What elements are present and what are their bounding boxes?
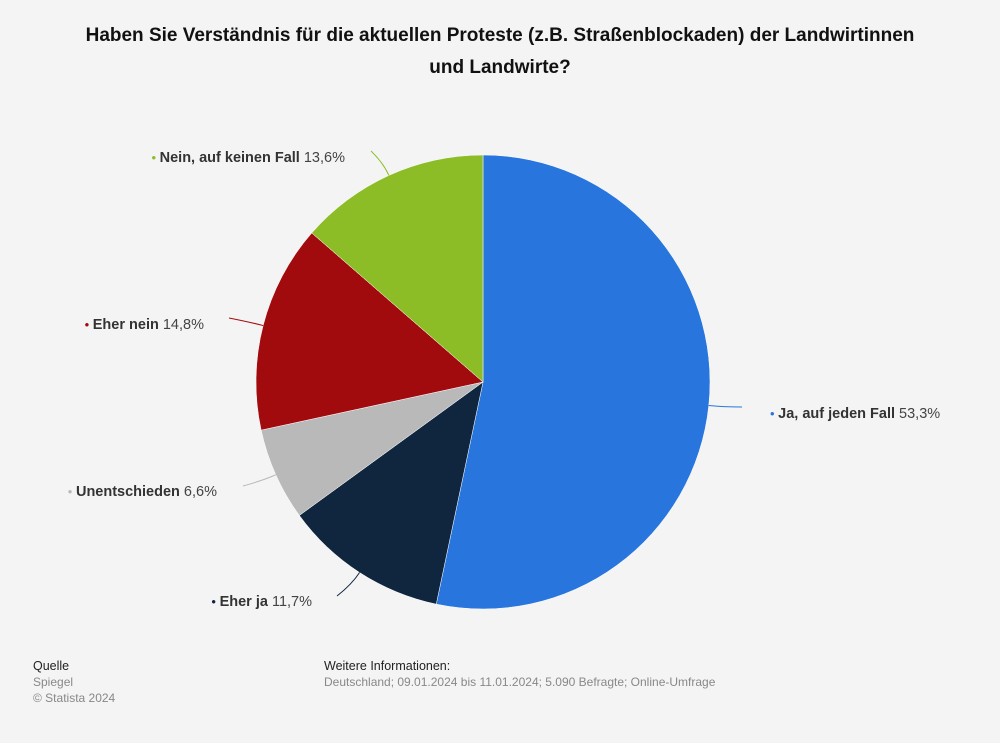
slice-label-name: Nein, auf keinen Fall [160,150,300,166]
legend-bullet-icon: • [770,406,778,421]
chart-title: Haben Sie Verständnis für die aktuellen … [85,25,915,78]
slice-label-name: Ja, auf jeden Fall [778,406,895,422]
slice-label-name: Eher ja [220,594,269,610]
connector-ja-auf-jeden-fall [708,404,743,408]
slice-label-value: 13,6% [300,150,345,166]
legend-bullet-icon: • [85,317,93,332]
source-name[interactable]: Spiegel [33,675,74,689]
slice-label-eher-nein: • Eher nein 14,8% [85,317,204,333]
slice-label-unentschieden: • Unentschieden 6,6% [68,484,217,500]
slice-labels: • Ja, auf jeden Fall 53,3%• Eher ja 11,7… [68,150,940,610]
label-connectors [228,150,743,597]
legend-bullet-icon: • [68,484,76,499]
pie-slice-nein-auf-keinen-fall[interactable] [311,154,484,383]
pie-slice-eher-nein[interactable] [255,232,484,431]
pie-slice-ja-auf-jeden-fall[interactable] [435,154,711,610]
slice-label-value: 14,8% [159,317,204,333]
slice-label-eher-ja: • Eher ja 11,7% [211,594,312,610]
slice-label-name: Eher nein [93,317,159,333]
info-text: Deutschland; 09.01.2024 bis 11.01.2024; … [324,675,716,689]
slice-label-nein-auf-keinen-fall: • Nein, auf keinen Fall 13,6% [151,150,345,166]
pie-slices [255,154,711,610]
info-block: Weitere Informationen: Deutschland; 09.0… [324,658,715,690]
copyright[interactable]: © Statista 2024 [33,691,116,705]
source-heading: Quelle [33,659,70,673]
slice-label-name: Unentschieden [76,484,180,500]
legend-bullet-icon: • [151,150,159,165]
connector-unentschieden [242,474,277,487]
legend-bullet-icon: • [211,594,219,609]
source-block: Quelle Spiegel © Statista 2024 [33,658,115,706]
slice-label-value: 53,3% [895,406,940,422]
info-heading: Weitere Informationen: [324,659,451,673]
slice-label-ja-auf-jeden-fall: • Ja, auf jeden Fall 53,3% [770,406,940,422]
slice-label-value: 11,7% [268,594,312,610]
connector-nein-auf-keinen-fall [370,150,390,176]
slice-label-value: 6,6% [180,484,217,500]
connector-eher-nein [228,317,264,327]
connector-eher-ja [336,572,360,597]
